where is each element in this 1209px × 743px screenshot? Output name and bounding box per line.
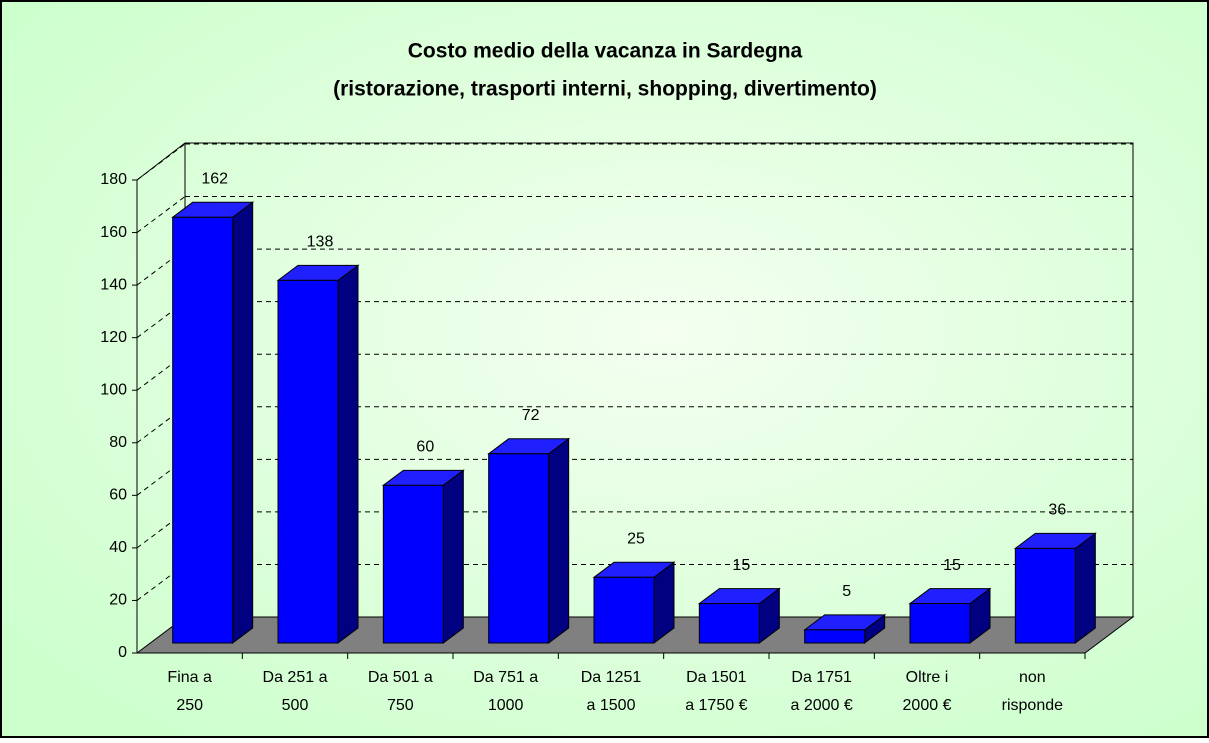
bar (1013, 532, 1097, 644)
x-tick-label: Fina a 250 (167, 669, 212, 714)
value-label: 25 (627, 531, 645, 548)
x-tick-label: Da 1251 a 1500 (581, 669, 642, 714)
y-tick-label: 80 (109, 434, 127, 451)
bar-front (1014, 547, 1076, 644)
bar-front (909, 603, 971, 644)
x-tick-label: non risponde (1002, 669, 1063, 714)
value-label: 36 (1048, 502, 1066, 519)
value-label: 138 (307, 234, 334, 251)
bar-front (804, 629, 866, 644)
bar-front (277, 279, 339, 644)
x-tick-label: Da 1751 a 2000 € (791, 669, 853, 714)
bar-front (593, 576, 655, 644)
x-tick-label: Da 251 a 500 (263, 669, 328, 714)
bar (592, 561, 676, 644)
y-tick-label: 180 (100, 171, 127, 188)
bar (487, 437, 571, 644)
y-tick-label: 140 (100, 276, 127, 293)
bar (171, 201, 255, 644)
bar-side (548, 437, 570, 644)
value-label: 15 (732, 557, 750, 574)
x-tick-label: Da 1501 a 1750 € (685, 669, 747, 714)
bar (908, 587, 992, 644)
y-tick-label: 160 (100, 224, 127, 241)
y-tick-label: 0 (118, 644, 127, 661)
value-label: 15 (943, 557, 961, 574)
x-tick-label: Oltre i 2000 € (903, 669, 952, 714)
bar (697, 587, 781, 644)
y-tick-label: 20 (109, 592, 127, 609)
bar-front (172, 216, 234, 644)
bar-front (382, 484, 444, 644)
grid-line (136, 196, 186, 233)
x-tick-label: Da 501 a 750 (368, 669, 433, 714)
bar (803, 613, 887, 644)
bar-side (232, 201, 254, 644)
value-label: 5 (842, 583, 851, 600)
grid-line (136, 511, 186, 549)
bar-front (488, 453, 550, 644)
y-tick-label: 120 (100, 329, 127, 346)
x-tick-label: Da 751 a 1000 (473, 669, 538, 714)
chart-subtitle: (ristorazione, trasporti interni, shoppi… (333, 78, 877, 101)
bar-front (698, 603, 760, 644)
bar-side (337, 264, 359, 644)
bar-side (442, 469, 464, 644)
value-label: 60 (416, 439, 434, 456)
grid-line (136, 143, 186, 181)
y-tick-label: 100 (100, 381, 127, 398)
y-tick-label: 40 (109, 539, 127, 556)
bar-side (1074, 532, 1096, 644)
chart-title: Costo medio della vacanza in Sardegna (408, 40, 803, 63)
y-tick-label: 60 (109, 487, 127, 504)
bar (381, 469, 465, 644)
value-label: 72 (522, 407, 540, 424)
bar (276, 264, 360, 644)
value-label: 162 (201, 171, 228, 188)
